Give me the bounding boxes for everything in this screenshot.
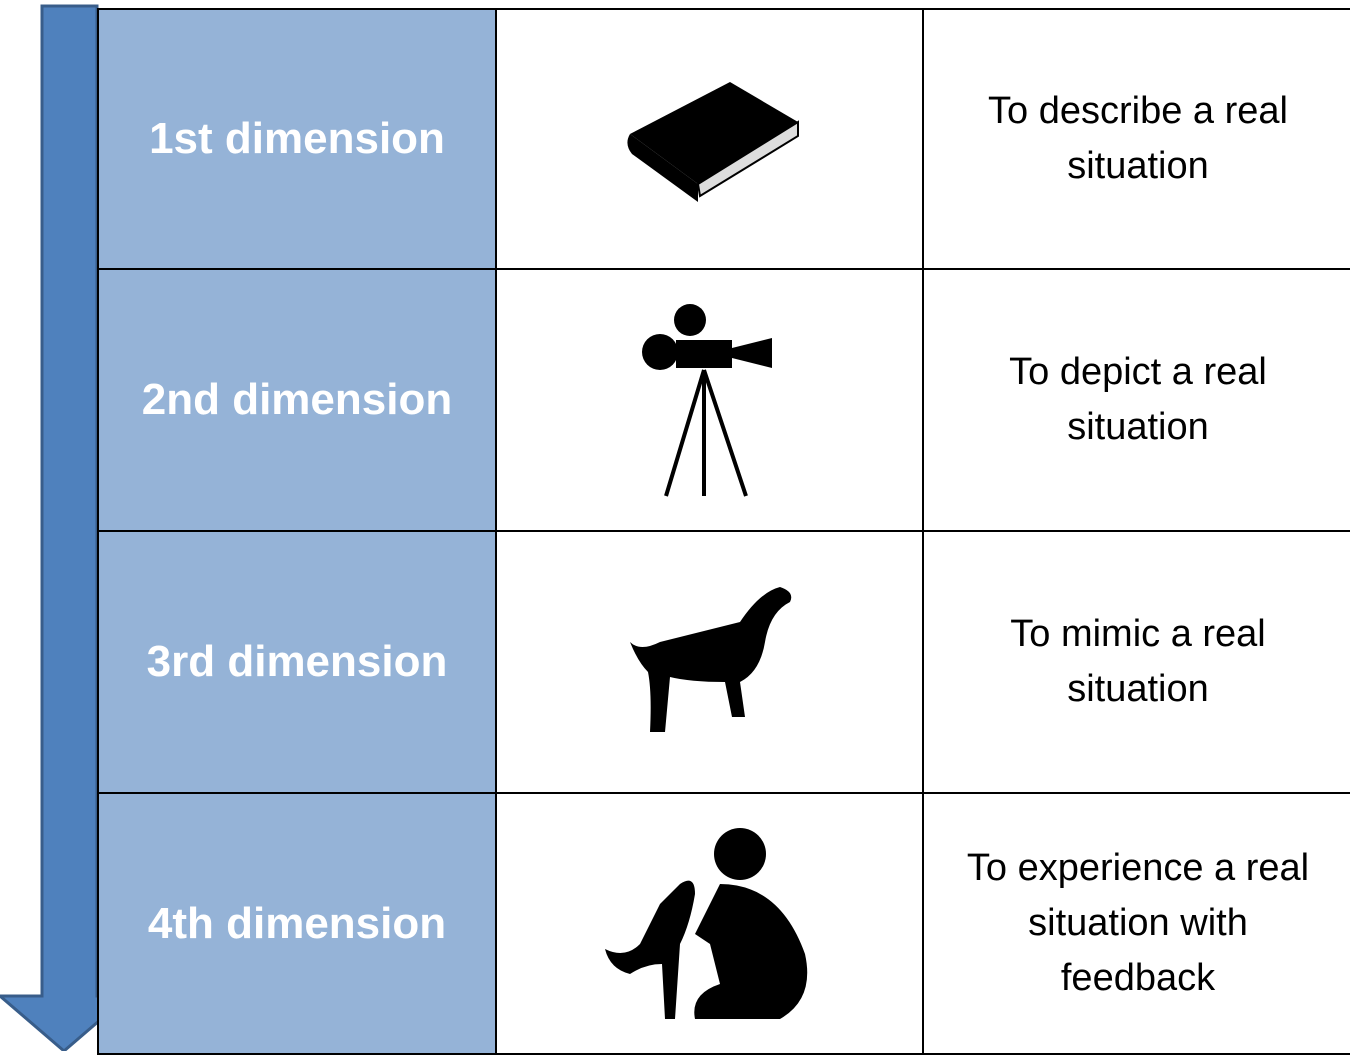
person-dog-icon bbox=[604, 827, 807, 1019]
dimension-label: 2nd dimension bbox=[97, 268, 497, 532]
description-cell: To describe a real situation bbox=[922, 8, 1350, 270]
description-cell: To experience a real situation with feed… bbox=[922, 792, 1350, 1055]
icon-cell bbox=[495, 268, 924, 532]
dimension-label: 1st dimension bbox=[97, 8, 497, 270]
camera-icon bbox=[641, 304, 772, 497]
description: To experience a real situation with feed… bbox=[966, 847, 1310, 999]
description-cell: To depict a real situation bbox=[922, 268, 1350, 532]
description: To depict a real situation bbox=[1009, 351, 1267, 448]
description: To describe a real situation bbox=[988, 90, 1288, 187]
dimension-label: 3rd dimension bbox=[97, 530, 497, 794]
icon-cell bbox=[495, 530, 924, 794]
dimension-label: 4th dimension bbox=[97, 792, 497, 1055]
icon-cell bbox=[495, 8, 924, 270]
description-cell: To mimic a real situation bbox=[922, 530, 1350, 794]
dog-icon bbox=[629, 587, 791, 732]
description: To mimic a real situation bbox=[1010, 613, 1266, 710]
icon-cell bbox=[495, 792, 924, 1055]
book-icon bbox=[626, 82, 799, 202]
